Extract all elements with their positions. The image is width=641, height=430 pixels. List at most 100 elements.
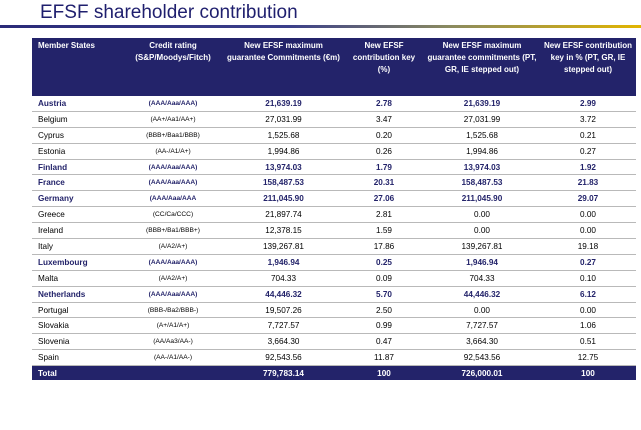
guarantee-commitments-stepped-out: 1,946.94 <box>424 254 540 271</box>
credit-rating: (AAA/Aaa/AAA) <box>123 286 223 303</box>
total-label: Total <box>32 365 123 381</box>
table-row: Ireland (BBB+/Ba1/BBB+) 12,378.15 1.59 0.00 0… <box>32 222 636 240</box>
member-state: Belgium <box>32 111 123 128</box>
contribution-key-stepped-out: 0.27 <box>540 254 636 271</box>
credit-rating: (A/A2/A+) <box>123 238 223 255</box>
member-state: Spain <box>32 349 123 367</box>
contribution-key: 3.47 <box>344 111 424 128</box>
guarantee-commitments: 19,507.26 <box>223 302 344 319</box>
guarantee-commitments: 3,664.30 <box>223 333 344 351</box>
guarantee-commitments: 21,639.19 <box>223 96 344 112</box>
contribution-key: 2.81 <box>344 206 424 224</box>
contribution-key-stepped-out: 0.21 <box>540 127 636 144</box>
contribution-key-stepped-out: 19.18 <box>540 238 636 255</box>
guarantee-commitments-stepped-out: 211,045.90 <box>424 190 540 208</box>
contribution-key-stepped-out: 0.00 <box>540 302 636 319</box>
total-row: Total 779,783.14 100 726,000.01 100 <box>32 365 636 381</box>
guarantee-commitments: 13,974.03 <box>223 159 344 176</box>
member-state: France <box>32 174 123 192</box>
guarantee-commitments: 1,946.94 <box>223 254 344 271</box>
column-header: Credit rating (S&P/Moodys/Fitch) <box>123 38 223 96</box>
contribution-key-stepped-out: 0.27 <box>540 143 636 160</box>
guarantee-commitments: 139,267.81 <box>223 238 344 255</box>
credit-rating: (A/A2/A+) <box>123 270 223 287</box>
member-state: Luxembourg <box>32 254 123 271</box>
table-row: Finland (AAA/Aaa/AAA) 13,974.03 1.79 13,974.… <box>32 159 636 176</box>
member-state: Finland <box>32 159 123 176</box>
table-row: Belgium (AA+/Aa1/AA+) 27,031.99 3.47 27,031.… <box>32 111 636 128</box>
contribution-key: 2.50 <box>344 302 424 319</box>
guarantee-commitments: 27,031.99 <box>223 111 344 128</box>
member-state: Austria <box>32 96 123 112</box>
credit-rating: (AA-/A1/AA-) <box>123 349 223 367</box>
column-header: New EFSF maximum guarantee Commitments (… <box>223 38 344 96</box>
member-state: Portugal <box>32 302 123 319</box>
contribution-key-stepped-out: 1.92 <box>540 159 636 176</box>
contribution-table: Member States Credit rating (S&P/Moodys/… <box>32 38 636 381</box>
total-key: 100 <box>344 365 424 381</box>
guarantee-commitments-stepped-out: 21,639.19 <box>424 96 540 112</box>
member-state: Estonia <box>32 143 123 160</box>
member-state: Slovenia <box>32 333 123 351</box>
contribution-key: 5.70 <box>344 286 424 303</box>
credit-rating: (AA/Aa3/AA-) <box>123 333 223 351</box>
total-rating <box>123 365 223 381</box>
guarantee-commitments-stepped-out: 158,487.53 <box>424 174 540 192</box>
contribution-key-stepped-out: 0.51 <box>540 333 636 351</box>
table-row: Slovenia (AA/Aa3/AA-) 3,664.30 0.47 3,664.30… <box>32 333 636 351</box>
member-state: Slovakia <box>32 317 123 335</box>
contribution-key-stepped-out: 21.83 <box>540 174 636 192</box>
table-row: Netherlands (AAA/Aaa/AAA) 44,446.32 5.70 44,… <box>32 286 636 303</box>
contribution-key-stepped-out: 12.75 <box>540 349 636 367</box>
credit-rating: (AAA/Aaa/AAA) <box>123 174 223 192</box>
member-state: Malta <box>32 270 123 287</box>
table-row: Estonia (AA-/A1/A+) 1,994.86 0.26 1,994.86 0.… <box>32 143 636 160</box>
table-row: Slovakia (A+/A1/A+) 7,727.57 0.99 7,727.57 1.… <box>32 317 636 335</box>
total-key-stepped-out: 100 <box>540 365 636 381</box>
contribution-key: 11.87 <box>344 349 424 367</box>
credit-rating: (A+/A1/A+) <box>123 317 223 335</box>
page-title: EFSF shareholder contribution <box>40 2 298 23</box>
contribution-key: 0.47 <box>344 333 424 351</box>
member-state: Netherlands <box>32 286 123 303</box>
guarantee-commitments-stepped-out: 0.00 <box>424 222 540 240</box>
credit-rating: (AAA/Aaa/AAA <box>123 190 223 208</box>
credit-rating: (BBB+/Ba1/BBB+) <box>123 222 223 240</box>
contribution-key-stepped-out: 0.00 <box>540 206 636 224</box>
guarantee-commitments-stepped-out: 27,031.99 <box>424 111 540 128</box>
contribution-key: 20.31 <box>344 174 424 192</box>
contribution-key: 0.20 <box>344 127 424 144</box>
guarantee-commitments-stepped-out: 44,446.32 <box>424 286 540 303</box>
member-state: Germany <box>32 190 123 208</box>
credit-rating: (AAA/Aaa/AAA) <box>123 254 223 271</box>
table-row: Cyprus (BBB+/Baa1/BBB) 1,525.68 0.20 1,525.6… <box>32 127 636 144</box>
guarantee-commitments: 12,378.15 <box>223 222 344 240</box>
contribution-key: 0.09 <box>344 270 424 287</box>
contribution-key: 2.78 <box>344 96 424 112</box>
table-row: Spain (AA-/A1/AA-) 92,543.56 11.87 92,543.56… <box>32 349 636 367</box>
credit-rating: (AAA/Aaa/AAA) <box>123 159 223 176</box>
contribution-key: 0.99 <box>344 317 424 335</box>
credit-rating: (AAA/Aaa/AAA) <box>123 96 223 112</box>
contribution-key: 27.06 <box>344 190 424 208</box>
table-row: Luxembourg (AAA/Aaa/AAA) 1,946.94 0.25 1,946… <box>32 254 636 271</box>
guarantee-commitments: 44,446.32 <box>223 286 344 303</box>
guarantee-commitments: 704.33 <box>223 270 344 287</box>
contribution-key: 0.26 <box>344 143 424 160</box>
header-row: Member States Credit rating (S&P/Moodys/… <box>32 38 636 96</box>
contribution-key-stepped-out: 3.72 <box>540 111 636 128</box>
total-commitments-stepped-out: 726,000.01 <box>424 365 540 381</box>
credit-rating: (BBB-/Ba2/BBB-) <box>123 302 223 319</box>
guarantee-commitments: 1,525.68 <box>223 127 344 144</box>
member-state: Ireland <box>32 222 123 240</box>
guarantee-commitments-stepped-out: 0.00 <box>424 206 540 224</box>
guarantee-commitments-stepped-out: 7,727.57 <box>424 317 540 335</box>
credit-rating: (AA+/Aa1/AA+) <box>123 111 223 128</box>
member-state: Italy <box>32 238 123 255</box>
table-row: Italy (A/A2/A+) 139,267.81 17.86 139,267.81 1… <box>32 238 636 255</box>
column-header: New EFSF contribution key in % (PT, GR, … <box>540 38 636 96</box>
guarantee-commitments: 7,727.57 <box>223 317 344 335</box>
guarantee-commitments: 21,897.74 <box>223 206 344 224</box>
column-header: Member States <box>32 38 123 96</box>
column-header: New EFSF contribution key (%) <box>344 38 424 96</box>
